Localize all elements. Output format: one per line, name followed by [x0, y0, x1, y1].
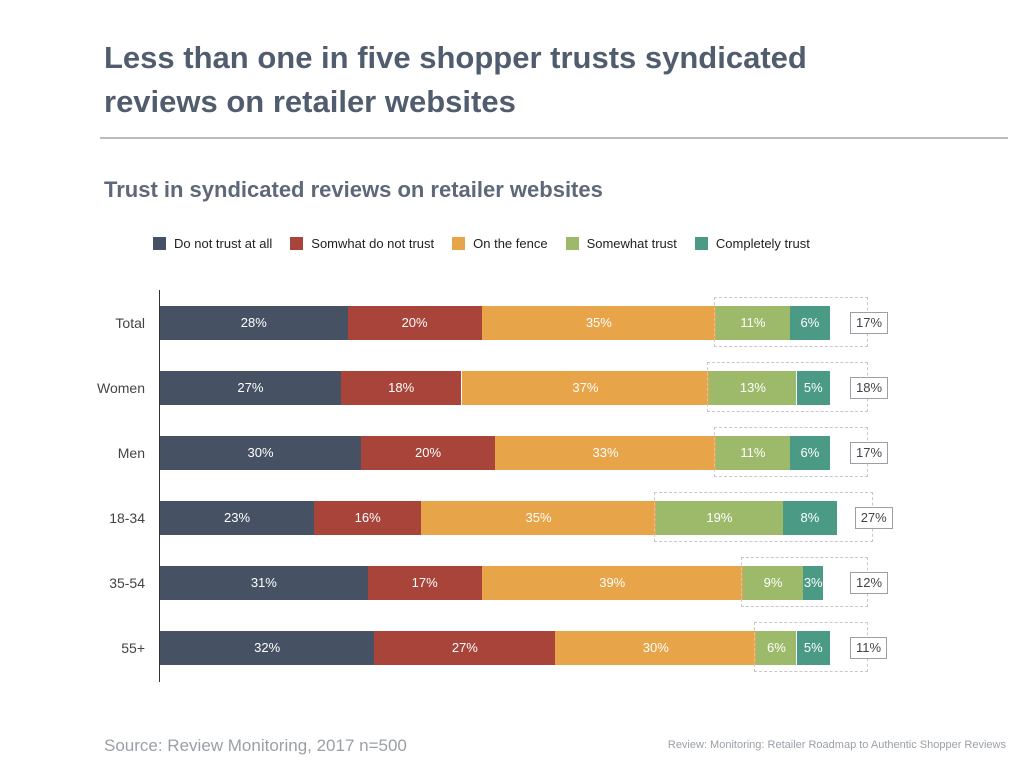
legend-label: Do not trust at all — [174, 236, 273, 251]
bar-segment-somwhat-do-not-trust: 20% — [361, 436, 495, 470]
legend-swatch — [565, 237, 579, 250]
bar-segment-on-the-fence: 37% — [461, 371, 710, 405]
bar-segment-completely-trust: 5% — [796, 371, 830, 405]
bar-segment-somwhat-do-not-trust: 16% — [314, 501, 422, 535]
bar-segment-do-not-trust-at-all: 30% — [160, 436, 361, 470]
trust-total-label: 17% — [850, 312, 889, 334]
bar-segment-on-the-fence: 35% — [481, 306, 717, 340]
trust-total-label: 17% — [850, 442, 889, 464]
bar-segment-somwhat-do-not-trust: 18% — [340, 371, 462, 405]
category-label: 55+ — [121, 640, 145, 656]
trust-group-frame — [714, 427, 868, 477]
category-label: 35-54 — [109, 575, 145, 591]
bar-segment-somewhat-trust: 9% — [742, 566, 804, 600]
legend-item-somwhat-do-not-trust: Somwhat do not trust — [290, 236, 434, 251]
bar-segment-on-the-fence: 33% — [495, 436, 717, 470]
bar-segment-completely-trust: 3% — [803, 566, 824, 600]
legend-label: On the fence — [473, 236, 548, 251]
bar-segment-do-not-trust-at-all: 31% — [160, 566, 368, 600]
legend-item-completely-trust: Completely trust — [694, 236, 810, 251]
bar-row-total: Total 28% 20% 35% 11% 6% 17% — [0, 297, 1024, 347]
bar-row-35-54: 35-54 31% 17% 39% 9% 3% 12% — [0, 557, 1024, 607]
bar-segment-on-the-fence: 30% — [555, 631, 757, 665]
legend-swatch — [694, 237, 708, 250]
chart-title: Trust in syndicated reviews on retailer … — [104, 177, 603, 202]
bar-segment-somwhat-do-not-trust: 20% — [347, 306, 482, 340]
trust-group-frame — [714, 297, 868, 347]
bar-segment-completely-trust: 6% — [789, 436, 830, 470]
bar-segment-on-the-fence: 39% — [481, 566, 743, 600]
source-note: Source: Review Monitoring, 2017 n=500 — [104, 736, 407, 755]
bar-row-men: Men 30% 20% 33% 11% 6% 17% — [0, 427, 1024, 477]
legend-item-somewhat-trust: Somewhat trust — [565, 236, 677, 251]
legend-item-do-not-trust-at-all: Do not trust at all — [153, 236, 272, 251]
page-title: Less than one in five shopper trusts syn… — [104, 40, 807, 119]
trust-total-label: 27% — [854, 507, 893, 529]
bar-segment-somwhat-do-not-trust: 17% — [367, 566, 482, 600]
category-axis-line — [159, 290, 160, 682]
bar-segment-do-not-trust-at-all: 23% — [160, 501, 315, 535]
legend-label: Somewhat trust — [586, 236, 677, 251]
title-divider — [100, 137, 1008, 139]
trust-total-label: 11% — [850, 637, 888, 659]
chart-legend: Do not trust at all Somwhat do not trust O… — [153, 236, 828, 251]
legend-label: Completely trust — [715, 236, 810, 251]
trust-group-frame — [740, 557, 868, 607]
bar-segment-completely-trust: 8% — [783, 501, 837, 535]
bar-segment-somewhat-trust: 13% — [709, 371, 797, 405]
bar-segment-somewhat-trust: 6% — [756, 631, 797, 665]
bar-segment-somwhat-do-not-trust: 27% — [374, 631, 556, 665]
bar-row-women: Women 27% 18% 37% 13% 5% 18% — [0, 362, 1024, 412]
category-label: Women — [97, 380, 145, 396]
bar-segment-completely-trust: 5% — [796, 631, 830, 665]
legend-swatch — [153, 237, 166, 250]
trust-total-label: 18% — [850, 377, 889, 399]
bar-segment-somewhat-trust: 19% — [655, 501, 784, 535]
legend-swatch — [452, 237, 466, 250]
trust-group-frame — [707, 362, 868, 412]
bar-row-18-34: 18-34 23% 16% 35% 19% 8% 27% — [0, 492, 1024, 542]
bar-segment-do-not-trust-at-all: 28% — [160, 306, 348, 340]
bar-segment-on-the-fence: 35% — [421, 501, 656, 535]
bar-segment-do-not-trust-at-all: 32% — [160, 631, 375, 665]
legend-item-on-the-fence: On the fence — [452, 236, 548, 251]
category-label: 18-34 — [109, 510, 145, 526]
report-credit: Review: Monitoring: Retailer Roadmap to … — [667, 739, 1006, 751]
trust-group-frame — [653, 492, 873, 542]
bar-row-55: 55+ 32% 27% 30% 6% 5% 11% — [0, 622, 1024, 672]
bar-segment-somewhat-trust: 11% — [716, 306, 790, 340]
legend-swatch — [290, 237, 304, 250]
bar-segment-somewhat-trust: 11% — [716, 436, 790, 470]
category-label: Men — [117, 445, 145, 461]
legend-label: Somwhat do not trust — [311, 236, 435, 251]
category-label: Total — [115, 315, 145, 331]
bar-segment-do-not-trust-at-all: 27% — [160, 371, 341, 405]
trust-total-label: 12% — [850, 572, 889, 594]
bar-segment-completely-trust: 6% — [789, 306, 830, 340]
